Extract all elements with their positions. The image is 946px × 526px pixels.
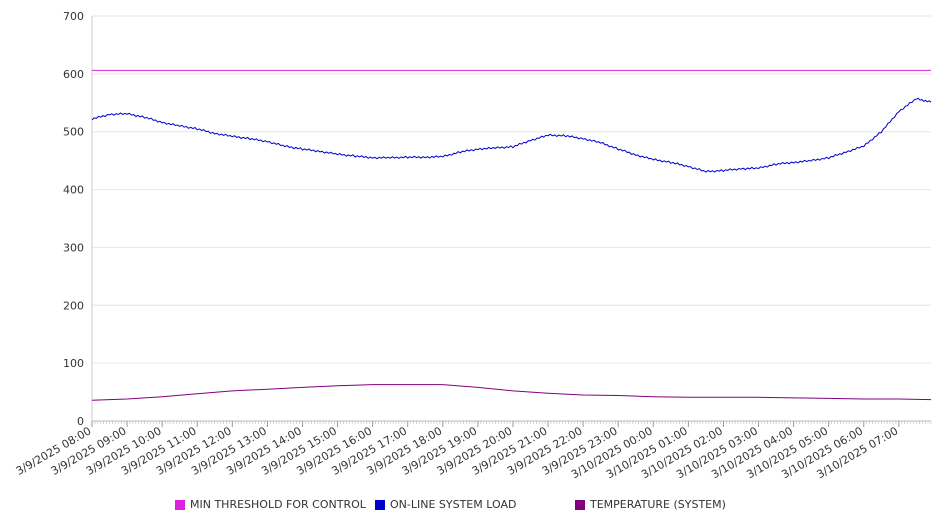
y-tick-labels: 0 100 200 300 400 500 600 700: [63, 10, 84, 428]
legend-swatch-min-threshold: [175, 499, 185, 510]
y-tick-label: 200: [63, 299, 84, 312]
legend-item-temperature[interactable]: TEMPERATURE (SYSTEM): [575, 498, 726, 511]
axes: [91, 16, 932, 427]
legend-item-min-threshold[interactable]: MIN THRESHOLD FOR CONTROL: [175, 498, 366, 511]
legend-swatch-temperature: [575, 499, 585, 510]
legend-label-temperature: TEMPERATURE (SYSTEM): [590, 498, 726, 511]
line-chart: 0 100 200 300 400 500 600 700 3/9/2025 08:003/9…: [14, 10, 932, 481]
legend: MIN THRESHOLD FOR CONTROL ON-LINE SYSTEM…: [0, 498, 946, 514]
y-tick-label: 400: [63, 184, 84, 197]
y-tick-label: 600: [63, 68, 84, 81]
y-tick-label: 700: [63, 10, 84, 23]
y-tick-label: 500: [63, 126, 84, 139]
series-line-1: [91, 97, 932, 173]
legend-label-system-load: ON-LINE SYSTEM LOAD: [390, 498, 517, 511]
y-tick-label: 100: [63, 357, 84, 370]
legend-label-min-threshold: MIN THRESHOLD FOR CONTROL: [190, 498, 366, 511]
legend-item-system-load[interactable]: ON-LINE SYSTEM LOAD: [375, 498, 516, 511]
x-tick-labels: 3/9/2025 08:003/9/2025 09:003/9/2025 10:…: [14, 424, 901, 481]
legend-swatch-system-load: [375, 499, 385, 510]
gridlines: [92, 15, 931, 364]
series-lines: [91, 69, 932, 401]
series-line-2: [91, 384, 932, 401]
y-tick-label: 0: [77, 415, 84, 428]
y-tick-label: 300: [63, 241, 84, 254]
